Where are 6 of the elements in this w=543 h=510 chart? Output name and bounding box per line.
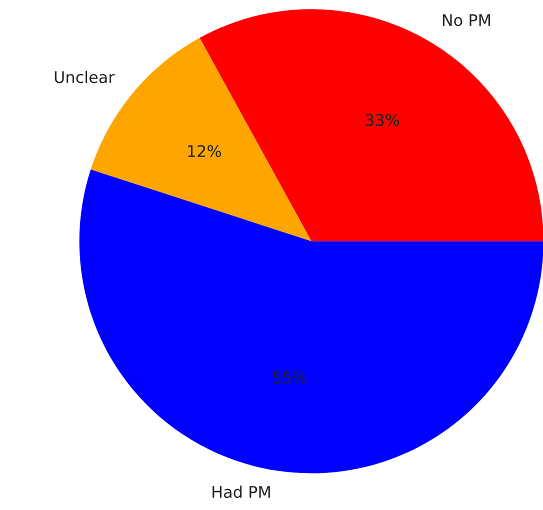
slice-label: No PM [442, 14, 490, 26]
data-label: 33% [366, 114, 400, 126]
slice-label: Had PM [212, 486, 270, 498]
slice-label: Unclear [54, 70, 115, 84]
data-label: 12% [188, 145, 221, 158]
data-label: 55% [273, 371, 306, 384]
